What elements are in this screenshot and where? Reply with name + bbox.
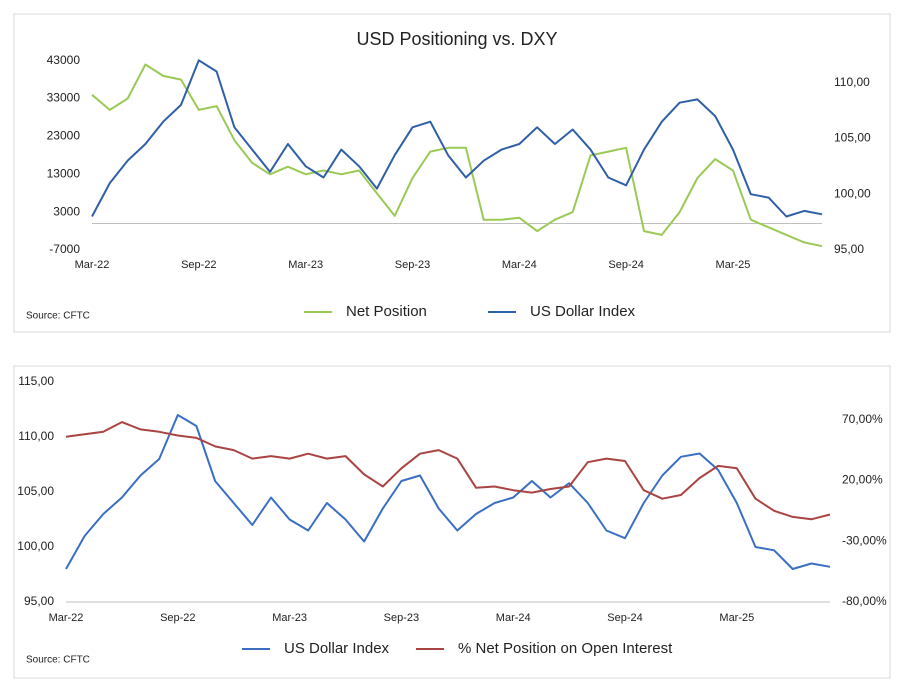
y-tick-label: 100,00: [17, 539, 54, 553]
source-note: Source: CFTC: [26, 311, 90, 322]
x-tick-label: Sep-23: [384, 612, 419, 624]
x-tick-label: Sep-24: [607, 612, 642, 624]
series-line: [91, 63, 823, 248]
y2-tick-label: 105,00: [834, 131, 871, 145]
x-tick-label: Mar-23: [272, 612, 307, 624]
x-tick-label: Sep-22: [160, 612, 195, 624]
chart-frame: [13, 365, 891, 679]
x-tick-label: Mar-24: [496, 612, 531, 624]
y2-tick-label: -30,00%: [842, 533, 887, 547]
chart-frame: [13, 13, 891, 333]
y2-tick-label: -80,00%: [842, 594, 887, 608]
y2-tick-label: 95,00: [834, 242, 864, 256]
y-tick-label: 95,00: [24, 594, 54, 608]
x-tick-label: Sep-22: [181, 259, 216, 271]
legend-label: % Net Position on Open Interest: [458, 640, 673, 657]
y-tick-label: 43000: [47, 53, 81, 67]
y2-tick-label: 110,00: [834, 75, 870, 89]
y-tick-label: 33000: [47, 91, 81, 105]
y-tick-label: 3000: [53, 204, 80, 218]
series-line: [65, 421, 831, 521]
x-tick-label: Sep-24: [608, 259, 643, 271]
x-tick-label: Mar-22: [75, 259, 110, 271]
legend-label: US Dollar Index: [530, 303, 636, 320]
legend-label: Net Position: [346, 303, 427, 320]
y2-tick-label: 70,00%: [842, 412, 883, 426]
x-tick-label: Mar-23: [288, 259, 323, 271]
y2-tick-label: 20,00%: [842, 473, 883, 487]
y-tick-label: -7000: [49, 242, 80, 256]
series-line: [65, 414, 831, 570]
y-tick-label: 23000: [47, 129, 81, 143]
y-tick-label: 105,00: [17, 484, 54, 498]
y2-tick-label: 100,00: [834, 186, 871, 200]
x-tick-label: Mar-25: [716, 259, 751, 271]
x-tick-label: Mar-22: [49, 612, 84, 624]
y-tick-label: 110,00: [18, 429, 54, 443]
chart-title: USD Positioning vs. DXY: [356, 29, 557, 49]
x-tick-label: Mar-25: [719, 612, 754, 624]
legend-label: US Dollar Index: [284, 640, 390, 657]
source-note: Source: CFTC: [26, 655, 90, 666]
x-tick-label: Mar-24: [502, 259, 537, 271]
x-tick-label: Sep-23: [395, 259, 430, 271]
series-line: [91, 59, 823, 218]
y-tick-label: 13000: [47, 166, 81, 180]
y-tick-label: 115,00: [18, 374, 54, 388]
